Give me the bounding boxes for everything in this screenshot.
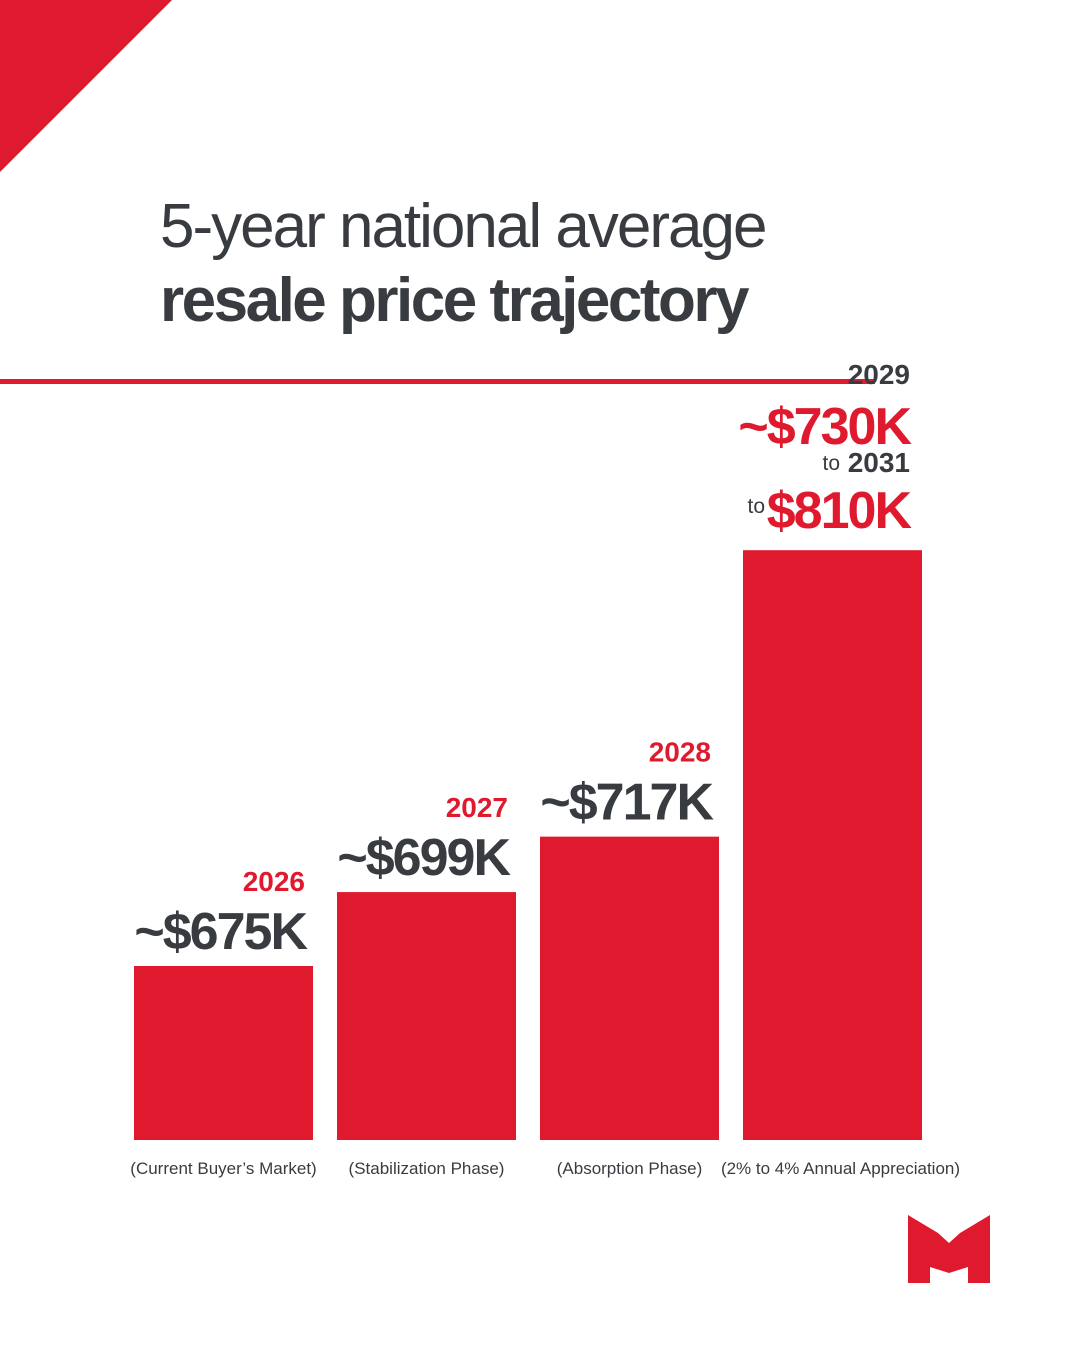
m-logo-icon bbox=[908, 1215, 990, 1283]
price-label-2027: ~$699K bbox=[337, 829, 511, 887]
chart-title: 5-year national average resale price tra… bbox=[160, 190, 1020, 339]
connector-to-price: to bbox=[747, 495, 765, 518]
bar-2027 bbox=[337, 892, 516, 1140]
price-label-2031: $810K bbox=[767, 482, 913, 540]
bar-2026 bbox=[134, 966, 313, 1140]
title-line-1: 5-year national average bbox=[160, 192, 767, 261]
title-divider bbox=[0, 379, 875, 384]
phase-label-2028: (Absorption Phase) bbox=[557, 1159, 703, 1178]
price-label-2026: ~$675K bbox=[134, 903, 308, 961]
year-label-2029: 2029 bbox=[848, 359, 910, 390]
year-label-2026: 2026 bbox=[243, 866, 305, 897]
phase-label-2026: (Current Buyer’s Market) bbox=[130, 1159, 316, 1178]
phase-label-2029: (2% to 4% Annual Appreciation) bbox=[721, 1159, 960, 1178]
phase-label-2027: (Stabilization Phase) bbox=[349, 1159, 505, 1178]
title-line-2: resale price trajectory bbox=[160, 266, 750, 336]
bar-2029 bbox=[743, 550, 922, 1140]
corner-triangle-decoration bbox=[0, 0, 172, 172]
bar-2028 bbox=[540, 836, 719, 1140]
year-label-2031: 2031 bbox=[848, 447, 910, 478]
price-label-2028: ~$717K bbox=[540, 774, 714, 832]
year-label-2027: 2027 bbox=[446, 792, 508, 823]
connector-to-year: to bbox=[822, 452, 840, 475]
price-label-2029: ~$730K bbox=[738, 398, 912, 456]
year-label-2028: 2028 bbox=[649, 737, 711, 768]
